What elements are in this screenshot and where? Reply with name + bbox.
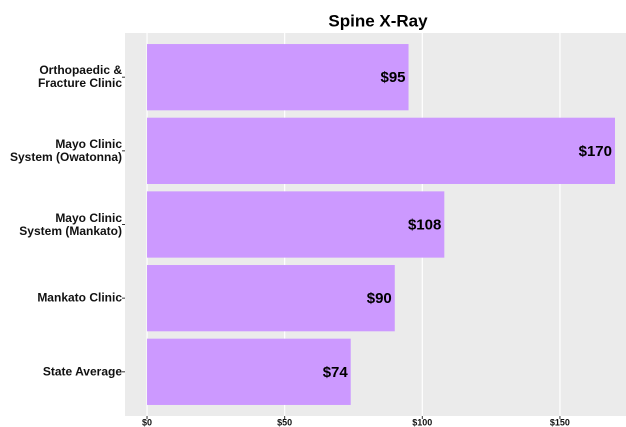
bar: [147, 338, 351, 405]
bar: [147, 44, 409, 111]
bar: [147, 191, 445, 258]
value-label: $170: [579, 143, 612, 160]
bar: [147, 265, 395, 332]
value-label: $95: [381, 69, 406, 86]
x-tick-label: $100: [412, 417, 432, 427]
y-tick-label: State Average: [42, 364, 122, 379]
value-label: $74: [323, 364, 349, 381]
y-tick-label: Orthopaedic & Fracture Clinic: [37, 63, 122, 91]
y-tick-label: Mayo Clinic System (Mankato): [19, 210, 122, 238]
x-tick-label: $0: [142, 417, 152, 427]
x-tick-label: $50: [277, 417, 292, 427]
x-tick-label: $150: [550, 417, 570, 427]
value-label: $108: [408, 216, 441, 233]
chart-title: Spine X-Ray: [328, 11, 428, 30]
bar: [147, 117, 615, 184]
value-label: $90: [367, 290, 392, 307]
y-tick-label: Mayo Clinic System (Owatonna): [9, 136, 122, 164]
y-tick-label: Mankato Clinic: [37, 290, 122, 305]
